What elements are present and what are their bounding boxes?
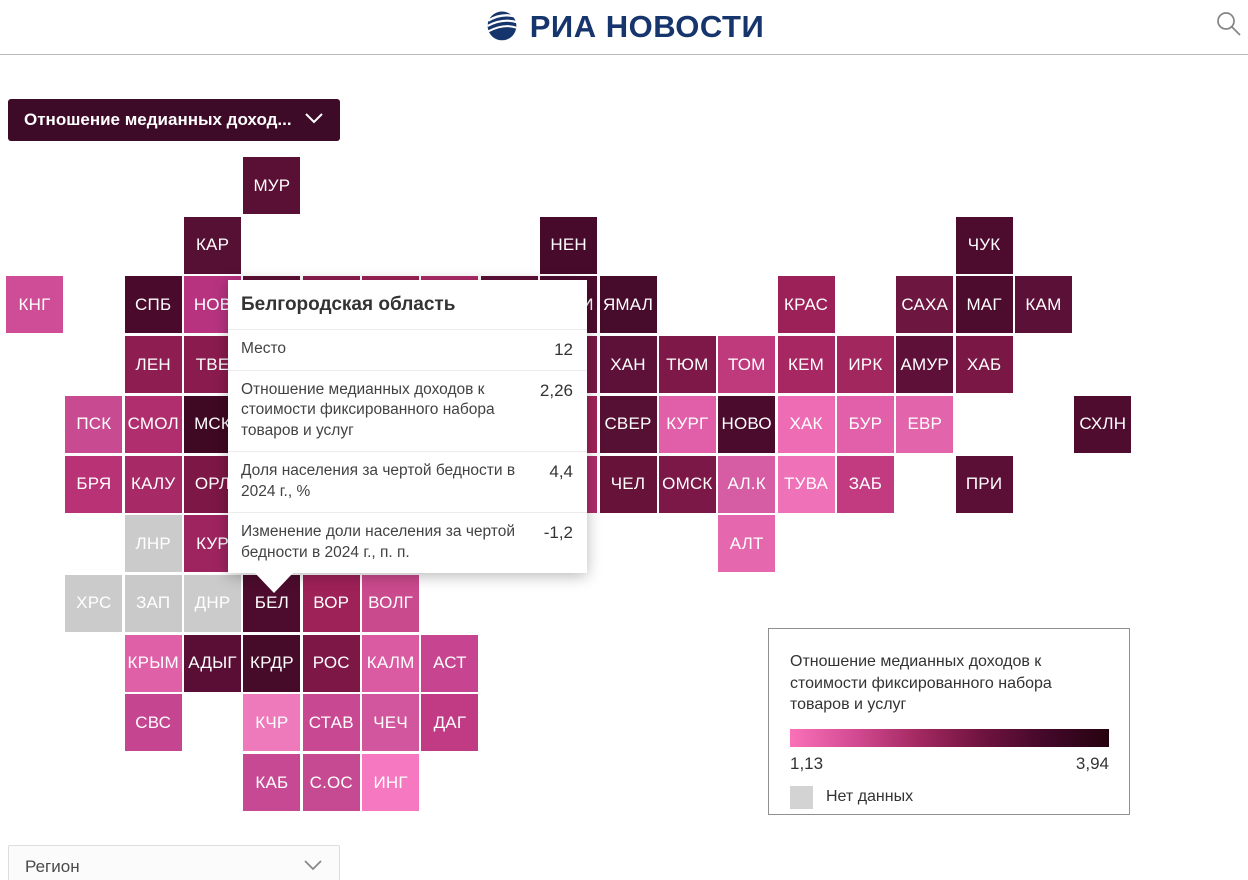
region-tile-КРДР[interactable]: КРДР xyxy=(243,634,301,692)
legend-title: Отношение медианных доходов к стоимости … xyxy=(790,653,1052,714)
region-tile-ХАК[interactable]: ХАК xyxy=(777,395,835,453)
region-tile-НЕН[interactable]: НЕН xyxy=(540,216,598,274)
tooltip-row-label: Доля населения за чертой бедности в 2024… xyxy=(241,462,516,500)
tooltip-region-name: Белгородская область xyxy=(241,294,456,315)
region-tile-ДНР[interactable]: ДНР xyxy=(184,574,242,632)
region-tile-АЛ.К[interactable]: АЛ.К xyxy=(718,455,776,513)
region-tile-ЧЕЧ[interactable]: ЧЕЧ xyxy=(362,694,420,752)
region-dropdown[interactable]: Регион xyxy=(8,845,340,880)
metric-dropdown-label: Отношение медианных доход... xyxy=(24,110,292,129)
chevron-down-icon xyxy=(304,111,324,129)
region-tile-АДЫГ[interactable]: АДЫГ xyxy=(184,634,242,692)
legend-panel: Отношение медианных доходов к стоимости … xyxy=(768,628,1130,815)
region-tile-ЧЕЛ[interactable]: ЧЕЛ xyxy=(599,455,657,513)
tooltip-row-label: Изменение доли населения за чертой бедно… xyxy=(241,523,516,561)
region-tile-СВС[interactable]: СВС xyxy=(124,694,182,752)
region-tile-КАМ[interactable]: КАМ xyxy=(1014,276,1072,334)
legend-range: 1,13 3,94 xyxy=(790,754,1109,774)
region-tile-С.ОС[interactable]: С.ОС xyxy=(302,754,360,811)
region-tooltip: Белгородская область Место 12 Отношение ме… xyxy=(228,280,587,594)
region-tile-КЧР[interactable]: КЧР xyxy=(243,694,301,752)
tooltip-row: Место 12 xyxy=(228,329,587,370)
region-tile-САХА[interactable]: САХА xyxy=(896,276,954,334)
legend-max: 3,94 xyxy=(1075,753,1109,773)
region-tile-КРЫМ[interactable]: КРЫМ xyxy=(124,634,182,692)
legend-no-data: Нет данных xyxy=(790,785,1108,809)
region-tile-ХАН[interactable]: ХАН xyxy=(599,336,657,394)
globe-icon xyxy=(484,7,520,48)
region-tile-ДАГ[interactable]: ДАГ xyxy=(421,694,479,752)
region-tile-БУР[interactable]: БУР xyxy=(836,395,894,453)
region-tile-МУР[interactable]: МУР xyxy=(243,157,301,214)
region-tile-НОВО[interactable]: НОВО xyxy=(718,395,776,453)
region-tile-ИНГ[interactable]: ИНГ xyxy=(362,754,420,811)
region-tile-ЕВР[interactable]: ЕВР xyxy=(896,395,954,453)
region-tile-КРАС[interactable]: КРАС xyxy=(777,276,835,334)
region-tile-СВЕР[interactable]: СВЕР xyxy=(599,395,657,453)
tooltip-row-value: 2,26 xyxy=(539,381,573,400)
region-tile-КУРГ[interactable]: КУРГ xyxy=(658,395,716,453)
region-tile-КАР[interactable]: КАР xyxy=(184,216,242,274)
region-tile-ИРК[interactable]: ИРК xyxy=(836,336,894,394)
metric-dropdown[interactable]: Отношение медианных доход... xyxy=(8,99,340,141)
region-tile-АСТ[interactable]: АСТ xyxy=(421,634,479,692)
site-header: РИА НОВОСТИ xyxy=(0,0,1248,55)
tooltip-row-value: 4,4 xyxy=(549,462,573,482)
region-tile-ЯМАЛ[interactable]: ЯМАЛ xyxy=(599,276,657,334)
tooltip-row-value: 12 xyxy=(554,340,573,359)
region-tile-СТАВ[interactable]: СТАВ xyxy=(302,694,360,752)
tooltip-row-label: Отношение медианных доходов к стоимости … xyxy=(241,381,495,439)
ria-novosti-logo[interactable]: РИА НОВОСТИ xyxy=(484,7,765,48)
tooltip-row: Доля населения за чертой бедности в 2024… xyxy=(228,451,587,512)
region-tile-ПРИ[interactable]: ПРИ xyxy=(955,455,1013,513)
region-tile-СХЛН[interactable]: СХЛН xyxy=(1074,395,1132,453)
no-data-swatch xyxy=(790,785,813,809)
region-tile-ТОМ[interactable]: ТОМ xyxy=(718,336,776,394)
region-tile-ЛНР[interactable]: ЛНР xyxy=(124,515,182,573)
region-tile-ХАБ[interactable]: ХАБ xyxy=(955,336,1013,394)
tooltip-row: Изменение доли населения за чертой бедно… xyxy=(228,512,587,573)
legend-min: 1,13 xyxy=(790,753,824,773)
tooltip-row-value: -1,2 xyxy=(543,523,573,543)
region-tile-ПСК[interactable]: ПСК xyxy=(65,395,123,453)
region-tile-ВОР[interactable]: ВОР xyxy=(302,574,360,632)
region-tile-ТЮМ[interactable]: ТЮМ xyxy=(658,336,716,394)
region-tile-РОС[interactable]: РОС xyxy=(302,634,360,692)
tooltip-rows: Место 12 Отношение медианных доходов к сто… xyxy=(228,329,587,573)
region-tile-СМОЛ[interactable]: СМОЛ xyxy=(124,395,182,453)
region-tile-ОМСК[interactable]: ОМСК xyxy=(658,455,716,513)
region-tile-КЕМ[interactable]: КЕМ xyxy=(777,336,835,394)
search-icon[interactable] xyxy=(1214,8,1244,42)
legend-gradient-bar xyxy=(790,728,1109,747)
region-tile-КАЛУ[interactable]: КАЛУ xyxy=(124,455,182,513)
region-tile-ЗАБ[interactable]: ЗАБ xyxy=(836,455,894,513)
region-tile-АЛТ[interactable]: АЛТ xyxy=(718,515,776,573)
region-tile-КАЛМ[interactable]: КАЛМ xyxy=(362,634,420,692)
region-tile-СПБ[interactable]: СПБ xyxy=(124,276,182,334)
chevron-down-icon xyxy=(303,858,323,876)
region-tile-АМУР[interactable]: АМУР xyxy=(896,336,954,394)
region-dropdown-label: Регион xyxy=(25,857,80,876)
tooltip-row: Отношение медианных доходов к стоимости … xyxy=(228,370,587,451)
tooltip-row-label: Место xyxy=(241,340,287,357)
region-tile-ВОЛГ[interactable]: ВОЛГ xyxy=(362,574,420,632)
tooltip-arrow xyxy=(255,573,293,594)
region-tile-ЛЕН[interactable]: ЛЕН xyxy=(124,336,182,394)
region-tile-ЧУК[interactable]: ЧУК xyxy=(955,216,1013,274)
region-tile-ХРС[interactable]: ХРС xyxy=(65,574,123,632)
no-data-label: Нет данных xyxy=(826,788,914,806)
logo-wordmark: РИА НОВОСТИ xyxy=(529,9,765,44)
region-tile-МАГ[interactable]: МАГ xyxy=(955,276,1013,334)
region-tile-ТУВА[interactable]: ТУВА xyxy=(777,455,835,513)
region-tile-КНГ[interactable]: КНГ xyxy=(6,276,63,334)
region-tile-КАБ[interactable]: КАБ xyxy=(243,754,301,811)
region-tile-ЗАП[interactable]: ЗАП xyxy=(124,574,182,632)
region-tile-БРЯ[interactable]: БРЯ xyxy=(65,455,123,513)
